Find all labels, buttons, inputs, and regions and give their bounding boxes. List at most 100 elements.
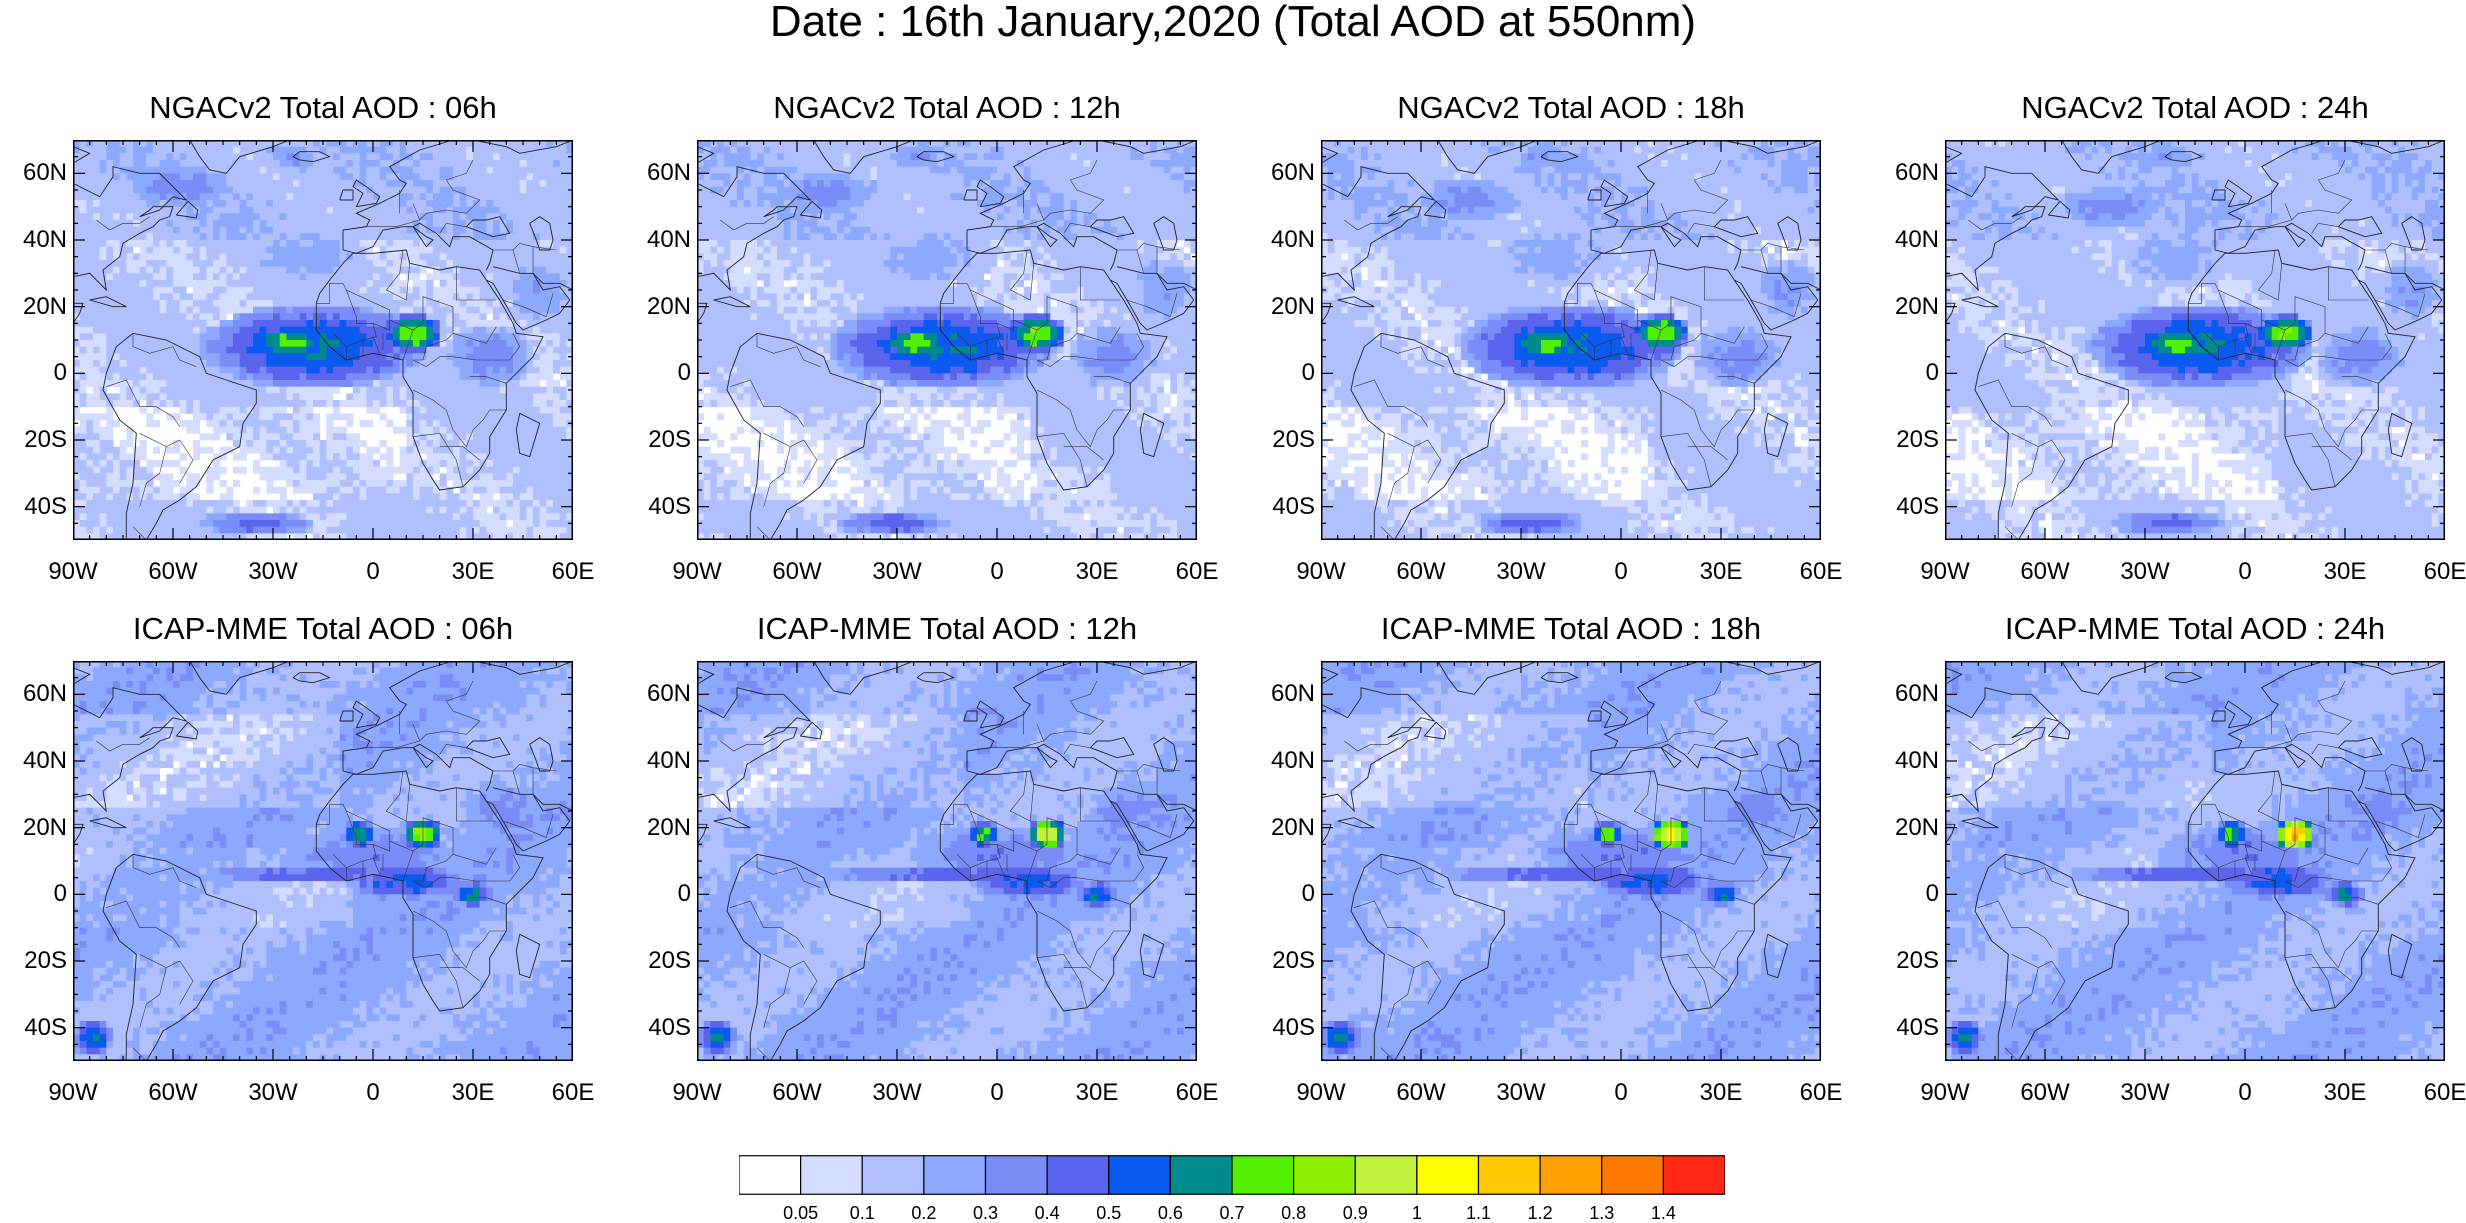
lon-tick-label: 30E (1681, 560, 1761, 584)
aod-field (73, 661, 573, 1061)
lat-tick-label: 40N (631, 228, 691, 252)
colorbar-label: 1.3 (1572, 1203, 1632, 1223)
colorbar-label: 1.4 (1633, 1203, 1693, 1223)
colorbar-swatch (1663, 1156, 1725, 1195)
lon-tick-label: 90W (33, 1081, 113, 1105)
panel-title: NGACv2 Total AOD : 18h (1321, 90, 1821, 126)
lat-tick-label: 0 (7, 882, 67, 906)
lat-tick-label: 20S (631, 428, 691, 452)
colorbar-swatch (862, 1156, 924, 1195)
colorbar-swatch (1294, 1156, 1356, 1195)
lon-tick-label: 30W (233, 560, 313, 584)
lat-tick-label: 20N (1879, 295, 1939, 319)
panel-title: ICAP-MME Total AOD : 18h (1321, 611, 1821, 647)
colorbar-label: 1.1 (1449, 1203, 1509, 1223)
lat-tick-label: 20N (1255, 816, 1315, 840)
lon-tick-label: 0 (2205, 560, 2285, 584)
lat-tick-label: 60N (1879, 682, 1939, 706)
lon-tick-label: 90W (1281, 1081, 1361, 1105)
panel-title: NGACv2 Total AOD : 24h (1945, 90, 2445, 126)
colorbar-swatch (1479, 1156, 1541, 1195)
lon-tick-label: 60E (533, 1081, 613, 1105)
lat-tick-label: 40S (631, 495, 691, 519)
aod-field (1945, 140, 2445, 540)
lat-tick-label: 60N (7, 161, 67, 185)
lon-tick-label: 60W (133, 560, 213, 584)
lon-tick-label: 60E (1781, 1081, 1861, 1105)
lat-tick-label: 20N (631, 295, 691, 319)
lon-tick-label: 0 (1581, 1081, 1661, 1105)
aod-map (73, 661, 573, 1061)
lat-tick-label: 20S (1255, 949, 1315, 973)
panel-title: ICAP-MME Total AOD : 24h (1945, 611, 2445, 647)
lon-tick-label: 30W (2105, 1081, 2185, 1105)
aod-field (73, 140, 573, 540)
colorbar (739, 1155, 1725, 1195)
aod-field (1945, 661, 2445, 1061)
lon-tick-label: 60W (1381, 1081, 1461, 1105)
lat-tick-label: 40S (1255, 1016, 1315, 1040)
lon-tick-label: 0 (333, 560, 413, 584)
lat-tick-label: 20N (631, 816, 691, 840)
lat-tick-label: 20S (7, 949, 67, 973)
aod-map (1945, 140, 2445, 540)
lon-tick-label: 30E (2305, 560, 2385, 584)
colorbar-swatch (924, 1156, 986, 1195)
lon-tick-label: 30W (857, 1081, 937, 1105)
lat-tick-label: 20S (1879, 949, 1939, 973)
lon-tick-label: 0 (957, 560, 1037, 584)
panel-title: ICAP-MME Total AOD : 12h (697, 611, 1197, 647)
lat-tick-label: 40N (1879, 228, 1939, 252)
colorbar-label: 0.05 (771, 1203, 831, 1223)
lon-tick-label: 30W (2105, 560, 2185, 584)
colorbar-swatch (986, 1156, 1048, 1195)
colorbar-label: 0.6 (1140, 1203, 1200, 1223)
lat-tick-label: 0 (1879, 882, 1939, 906)
lon-tick-label: 30E (1057, 1081, 1137, 1105)
colorbar-label: 0.7 (1202, 1203, 1262, 1223)
panel-title: NGACv2 Total AOD : 06h (73, 90, 573, 126)
lon-tick-label: 30E (1057, 560, 1137, 584)
colorbar-label: 0.5 (1079, 1203, 1139, 1223)
lat-tick-label: 0 (631, 361, 691, 385)
lat-tick-label: 20N (7, 816, 67, 840)
lat-tick-label: 20S (1255, 428, 1315, 452)
lat-tick-label: 40S (1879, 1016, 1939, 1040)
lon-tick-label: 90W (657, 560, 737, 584)
lon-tick-label: 60W (2005, 1081, 2085, 1105)
lon-tick-label: 30W (233, 1081, 313, 1105)
lon-tick-label: 30E (433, 560, 513, 584)
lat-tick-label: 0 (1255, 882, 1315, 906)
colorbar-label: 0.4 (1017, 1203, 1077, 1223)
colorbar-swatch (1355, 1156, 1417, 1195)
aod-field (697, 661, 1197, 1061)
colorbar-swatch (1047, 1156, 1109, 1195)
lon-tick-label: 60W (2005, 560, 2085, 584)
colorbar-label: 0.2 (894, 1203, 954, 1223)
lon-tick-label: 30E (1681, 1081, 1761, 1105)
lat-tick-label: 60N (7, 682, 67, 706)
lon-tick-label: 60E (1781, 560, 1861, 584)
lon-tick-label: 90W (1905, 1081, 1985, 1105)
lat-tick-label: 60N (1255, 682, 1315, 706)
lat-tick-label: 40S (631, 1016, 691, 1040)
panel-title: ICAP-MME Total AOD : 06h (73, 611, 573, 647)
lon-tick-label: 60W (133, 1081, 213, 1105)
lat-tick-label: 40N (1255, 228, 1315, 252)
lat-tick-label: 60N (1255, 161, 1315, 185)
lat-tick-label: 40N (7, 749, 67, 773)
lon-tick-label: 90W (1281, 560, 1361, 584)
aod-map (697, 140, 1197, 540)
panel-title: NGACv2 Total AOD : 12h (697, 90, 1197, 126)
aod-map (1321, 140, 1821, 540)
lat-tick-label: 40S (1879, 495, 1939, 519)
lon-tick-label: 60W (1381, 560, 1461, 584)
aod-field (1321, 140, 1821, 540)
colorbar-label: 1 (1387, 1203, 1447, 1223)
aod-field (1321, 661, 1821, 1061)
lat-tick-label: 0 (631, 882, 691, 906)
